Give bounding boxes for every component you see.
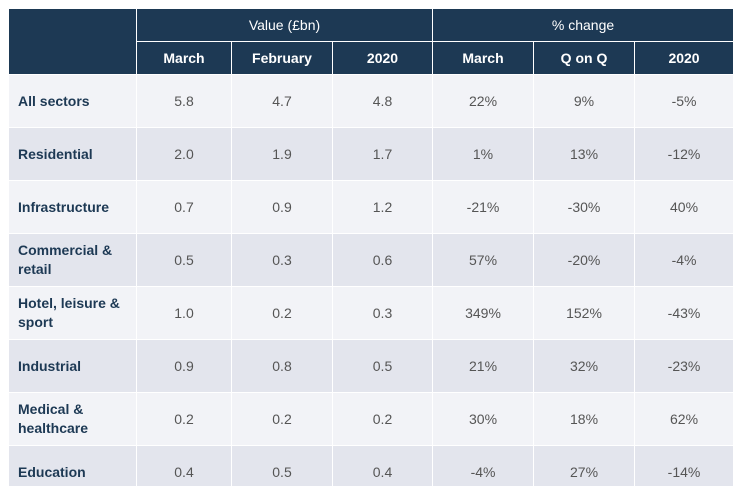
cell-value: 9% [533, 74, 636, 128]
cell-value: -30% [533, 180, 636, 234]
row-label: Hotel, leisure & sport [8, 286, 137, 340]
table-row: Education 0.4 0.5 0.4 -4% 27% -14% [8, 445, 735, 486]
column-header: 2020 [634, 41, 735, 75]
cell-value: 21% [432, 339, 535, 393]
row-label: Education [8, 445, 137, 486]
cell-value: 22% [432, 74, 535, 128]
cell-value: 0.3 [231, 233, 333, 287]
group-header: Value (£bn) [135, 8, 434, 42]
cell-value: -20% [533, 233, 636, 287]
cell-value: 18% [533, 392, 636, 446]
data-table: Value (£bn) % change March February 2020 Ma… [8, 8, 735, 486]
cell-value: 40% [634, 180, 735, 234]
column-header: February [231, 41, 333, 75]
table-row: Infrastructure 0.7 0.9 1.2 -21% -30% 40% [8, 180, 735, 234]
cell-value: 2.0 [136, 127, 232, 181]
cell-value: 0.9 [136, 339, 232, 393]
cell-value: 0.2 [136, 392, 232, 446]
row-label: Medical & healthcare [8, 392, 137, 446]
cell-value: 0.5 [231, 445, 333, 486]
cell-value: 0.2 [231, 286, 333, 340]
cell-value: -21% [432, 180, 535, 234]
column-header: March [136, 41, 232, 75]
cell-value: 0.6 [331, 233, 434, 287]
row-label: Commercial & retail [8, 233, 137, 287]
row-label: Infrastructure [8, 180, 137, 234]
cell-value: 0.5 [331, 339, 434, 393]
cell-value: -4% [432, 445, 535, 486]
cell-value: 4.8 [331, 74, 434, 128]
cell-value: 0.9 [231, 180, 333, 234]
table-row: Residential 2.0 1.9 1.7 1% 13% -12% [8, 127, 735, 181]
row-label: Industrial [8, 339, 137, 393]
cell-value: 0.2 [331, 392, 434, 446]
cell-value: 1% [432, 127, 535, 181]
table-row: All sectors 5.8 4.7 4.8 22% 9% -5% [8, 74, 735, 128]
cell-value: -5% [634, 74, 735, 128]
cell-value: 1.0 [136, 286, 232, 340]
group-header: % change [432, 8, 735, 42]
cell-value: -4% [634, 233, 735, 287]
row-label: All sectors [8, 74, 137, 128]
corner-cell [8, 8, 137, 75]
cell-value: 0.7 [136, 180, 232, 234]
cell-value: 0.3 [331, 286, 434, 340]
column-header: March [432, 41, 535, 75]
table-row: Industrial 0.9 0.8 0.5 21% 32% -23% [8, 339, 735, 393]
cell-value: 0.8 [231, 339, 333, 393]
column-header: 2020 [331, 41, 434, 75]
cell-value: 5.8 [136, 74, 232, 128]
cell-value: 152% [533, 286, 636, 340]
cell-value: 1.2 [331, 180, 434, 234]
table-row: Hotel, leisure & sport 1.0 0.2 0.3 349% 152% -… [8, 286, 735, 340]
cell-value: 0.4 [331, 445, 434, 486]
cell-value: -43% [634, 286, 735, 340]
column-header: Q on Q [533, 41, 636, 75]
cell-value: 349% [432, 286, 535, 340]
cell-value: 0.2 [231, 392, 333, 446]
cell-value: 13% [533, 127, 636, 181]
table-row: Commercial & retail 0.5 0.3 0.6 57% -20% -4% [8, 233, 735, 287]
cell-value: 62% [634, 392, 735, 446]
table-row: Medical & healthcare 0.2 0.2 0.2 30% 18% 62% [8, 392, 735, 446]
cell-value: -12% [634, 127, 735, 181]
cell-value: 57% [432, 233, 535, 287]
cell-value: 27% [533, 445, 636, 486]
cell-value: 0.4 [136, 445, 232, 486]
cell-value: 1.7 [331, 127, 434, 181]
cell-value: 32% [533, 339, 636, 393]
cell-value: 30% [432, 392, 535, 446]
row-label: Residential [8, 127, 137, 181]
cell-value: -14% [634, 445, 735, 486]
cell-value: 1.9 [231, 127, 333, 181]
cell-value: 0.5 [136, 233, 232, 287]
cell-value: -23% [634, 339, 735, 393]
cell-value: 4.7 [231, 74, 333, 128]
